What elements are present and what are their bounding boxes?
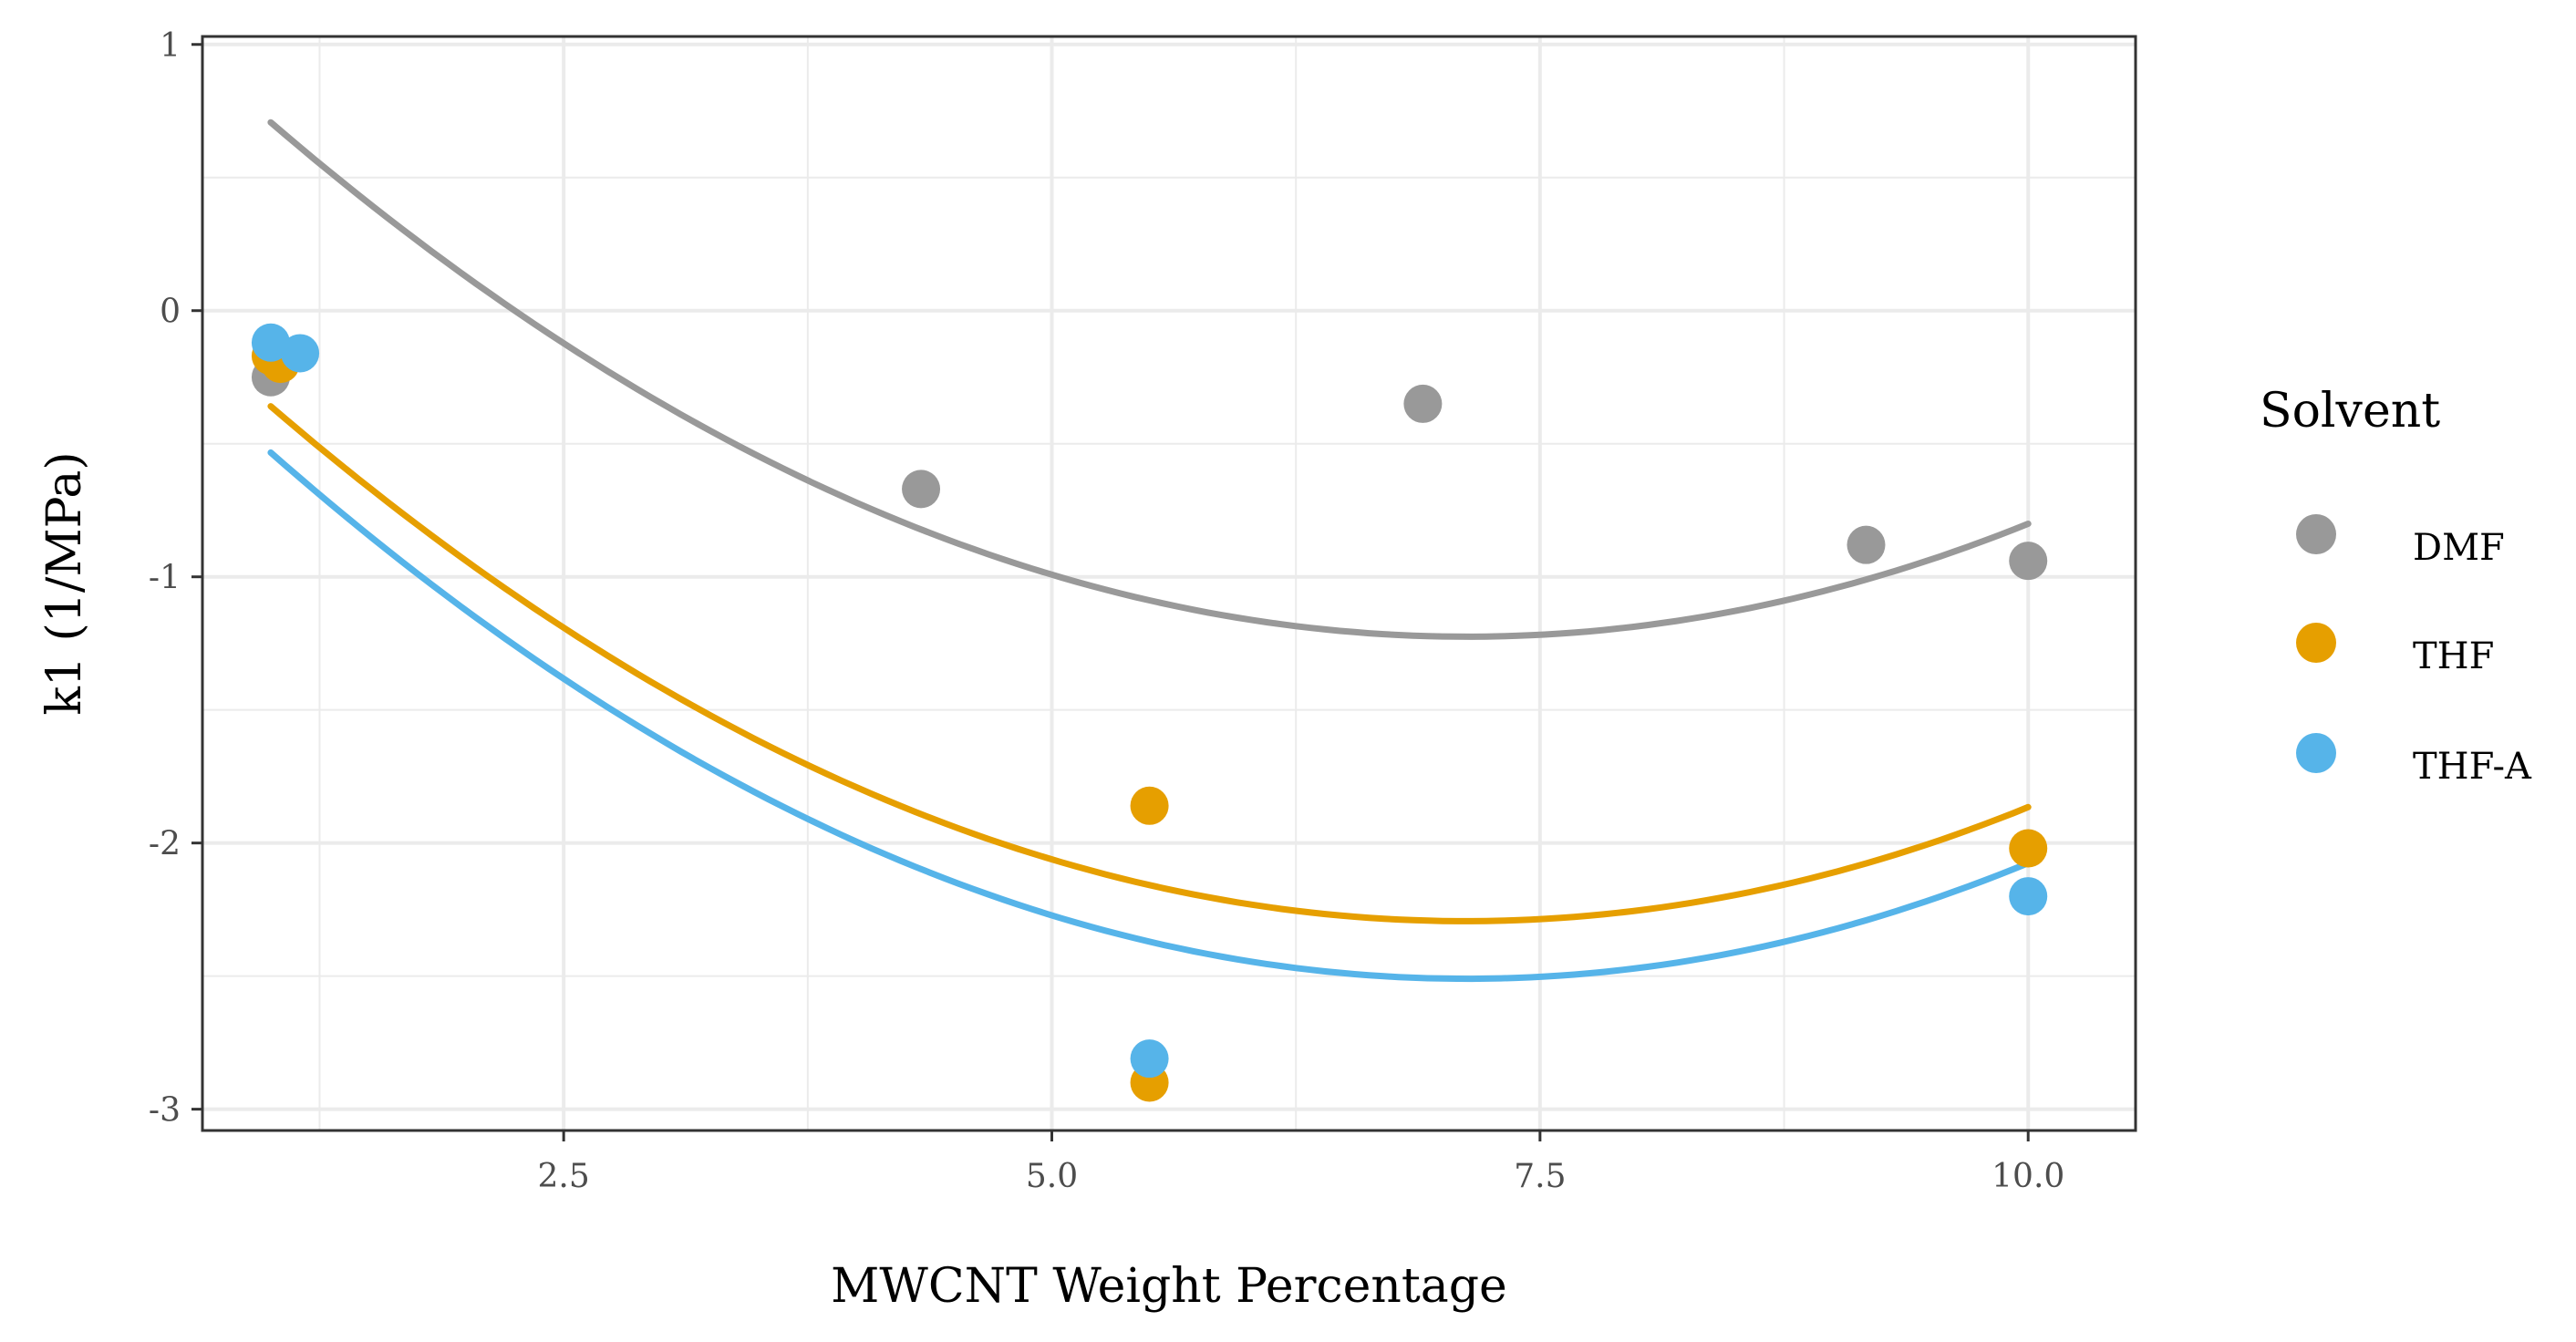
x-axis-ticks: 2.5 5.0 7.5 10.0 [538,1130,2064,1195]
data-point-dmf [902,470,941,509]
legend: Solvent DMF THF THF-A [2260,384,2532,788]
data-point-dmf [1847,525,1886,564]
data-point-thf-a [2009,877,2048,916]
legend-title: Solvent [2260,384,2440,439]
legend-key-dmf [2296,514,2336,554]
fit-curve-thf-a [267,449,2032,983]
legend-label-thf-a: THF-A [2413,746,2532,788]
y-tick-label: 0 [160,294,181,331]
fit-curve-dmf [267,119,2032,640]
data-point-dmf [1403,384,1443,423]
y-tick-label: -1 [149,560,181,597]
data-point-thf-a [281,334,320,373]
fit-curve-thf [267,403,2032,924]
minor-gridlines [202,36,2136,1130]
x-tick-label: 10.0 [1991,1158,2064,1195]
legend-label-dmf: DMF [2413,527,2505,569]
y-tick-label: 1 [160,27,181,65]
x-tick-label: 5.0 [1026,1158,1078,1195]
y-axis-ticks: -3 -2 -1 0 1 [149,27,202,1130]
panel-border [201,35,2137,1132]
data-point-thf [2009,829,2048,868]
fit-curves [267,119,2032,983]
major-gridlines [202,36,2136,1130]
data-points [251,323,2048,1102]
data-point-thf-a [1130,1039,1169,1079]
data-point-dmf [2009,542,2048,581]
data-point-thf [1130,786,1169,825]
legend-key-thf [2296,623,2336,663]
y-tick-label: -3 [149,1092,181,1130]
y-axis-title: k1 (1/MPa) [37,451,92,715]
x-axis-title: MWCNT Weight Percentage [831,1259,1507,1314]
data-point-thf-a [251,323,290,362]
legend-key-thf-a [2296,733,2336,773]
x-tick-label: 7.5 [1514,1158,1566,1195]
y-tick-label: -2 [149,826,181,863]
legend-label-thf: THF [2413,635,2494,677]
x-tick-label: 2.5 [538,1158,590,1195]
